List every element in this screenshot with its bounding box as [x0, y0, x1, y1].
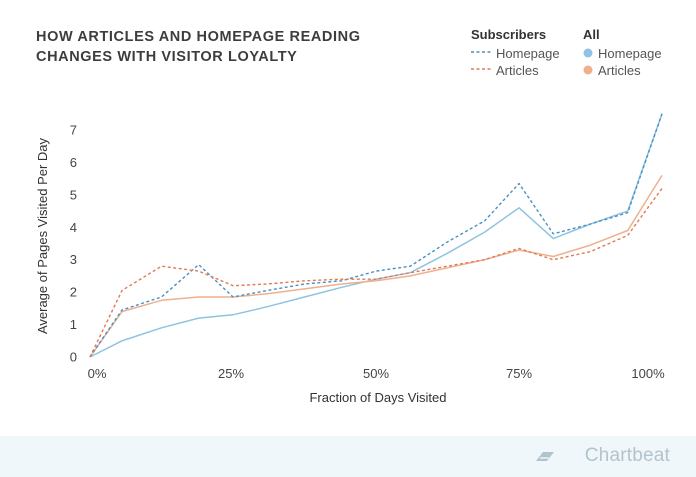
- y-tick-label: 7: [70, 123, 77, 138]
- x-axis-ticks: 0% 25% 50% 75% 100%: [88, 366, 665, 381]
- series-layer: [89, 113, 663, 358]
- chart-title-line-2: CHANGES WITH VISITOR LOYALTY: [36, 49, 298, 65]
- legend-all-homepage-label: Homepage: [598, 46, 662, 61]
- footer-bar: Chartbeat: [0, 436, 696, 477]
- x-tick-label: 75%: [506, 366, 532, 381]
- y-tick-label: 4: [70, 220, 77, 235]
- chart-title: HOW ARTICLES AND HOMEPAGE READING CHANGE…: [36, 27, 361, 67]
- legend-subscribers-articles-label: Articles: [496, 63, 539, 78]
- x-axis-label: Fraction of Days Visited: [309, 390, 446, 405]
- series-line-all-articles: [89, 175, 663, 358]
- legend-subscribers-homepage-swatch: [471, 51, 491, 53]
- chartbeat-logo-icon: [536, 452, 554, 461]
- legend-all-heading: All: [583, 27, 600, 42]
- series-line-all-homepage: [89, 113, 663, 358]
- y-axis-label: Average of Pages Visited Per Day: [35, 137, 50, 334]
- y-tick-label: 1: [70, 317, 77, 332]
- chartbeat-brand: Chartbeat: [584, 445, 670, 466]
- chart-title-line-1: HOW ARTICLES AND HOMEPAGE READING: [36, 29, 361, 45]
- x-tick-label: 25%: [218, 366, 244, 381]
- y-tick-label: 3: [70, 252, 77, 267]
- line-chart: 0 1 2 3 4 5 6 7 0% 25% 50% 75% 100% Fraction of Day…: [35, 113, 665, 405]
- legend-subscribers-heading: Subscribers: [471, 27, 547, 42]
- x-tick-label: 50%: [363, 366, 389, 381]
- legend-all-articles-swatch: [583, 65, 593, 75]
- legend-all-articles-label: Articles: [598, 63, 641, 78]
- legend-all-homepage-swatch: [583, 48, 593, 58]
- legend-subscribers-articles-swatch: [471, 68, 491, 70]
- y-axis-ticks: 0 1 2 3 4 5 6 7: [70, 123, 77, 365]
- y-tick-label: 0: [70, 350, 77, 365]
- legend-subscribers-homepage-label: Homepage: [496, 46, 560, 61]
- x-tick-label: 100%: [631, 366, 665, 381]
- y-tick-label: 6: [70, 155, 77, 170]
- series-line-subscribers-homepage: [89, 113, 663, 358]
- y-tick-label: 2: [70, 285, 77, 300]
- series-line-subscribers-articles: [89, 187, 663, 358]
- x-tick-label: 0%: [88, 366, 107, 381]
- y-tick-label: 5: [70, 187, 77, 202]
